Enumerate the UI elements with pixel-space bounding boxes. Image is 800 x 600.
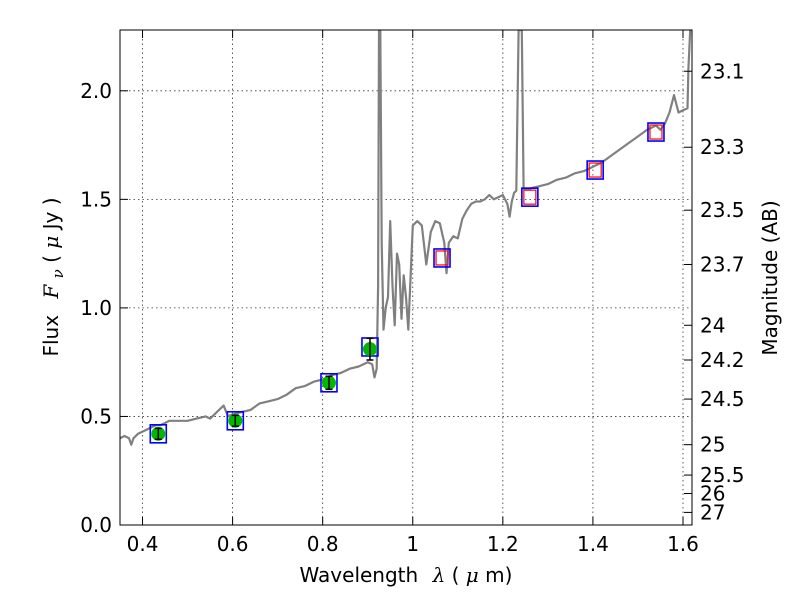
- x-axis-unit-open: (: [452, 563, 460, 587]
- y2-tick-label: 26: [700, 482, 725, 506]
- x-tick-label: 1.2: [487, 532, 519, 556]
- y-tick-label: 0.0: [80, 513, 112, 537]
- y-axis-flux-symbol: F: [39, 284, 63, 300]
- marker-layer: [149, 122, 665, 444]
- x-axis-title-text: Wavelength: [300, 563, 419, 587]
- plot-frame: [119, 29, 693, 526]
- model-flux-square: [586, 160, 604, 180]
- y-tick-label: 1.0: [80, 296, 112, 320]
- model-flux-square: [320, 372, 338, 393]
- x-tick-label: 0.8: [307, 532, 339, 556]
- y-axis-title: Flux F ν ( μ Jy ): [39, 197, 68, 356]
- model-only-square: [649, 124, 663, 140]
- y2-tick-label: 23.1: [700, 59, 745, 83]
- y-tick-label: 0.5: [80, 404, 112, 428]
- model-only-square: [523, 189, 537, 205]
- model-flux-square: [521, 187, 539, 207]
- y-axis-unit-close: Jy ): [39, 197, 63, 231]
- y-tick-label: 1.5: [80, 187, 112, 211]
- y2-tick-label: 24.2: [700, 348, 745, 372]
- grid-layer: [120, 30, 692, 526]
- y-tick-label: 2.0: [80, 79, 112, 103]
- y2-tick-label: 24: [700, 313, 725, 337]
- x-tick-label: 1.6: [667, 532, 699, 556]
- series-layer: [120, 30, 692, 446]
- y2-tick-label: 25.5: [700, 463, 745, 487]
- x-axis-title: Wavelength λ ( μ m): [300, 563, 513, 587]
- y-axis-flux-subscript: ν: [49, 269, 67, 278]
- y-axis-unit-open: (: [39, 249, 63, 263]
- y-axis-unit-mu: μ: [39, 236, 63, 249]
- y2-tick-label: 24.5: [700, 387, 745, 411]
- y2-axis-title: Magnitude (AB): [758, 200, 782, 355]
- y2-tick-label: 27: [700, 500, 725, 524]
- x-axis-lambda: λ: [432, 563, 446, 587]
- model-flux-square: [647, 122, 665, 142]
- x-axis-unit-close: m): [485, 563, 512, 587]
- y-axis-title-text: Flux: [39, 315, 63, 357]
- x-tick-label: 1: [406, 532, 419, 556]
- x-tick-label: 0.6: [217, 532, 249, 556]
- model-flux-square: [433, 248, 451, 268]
- y2-tick-label: 23.3: [700, 135, 745, 159]
- x-tick-label: 0.4: [127, 532, 159, 556]
- y2-tick-label: 23.7: [700, 252, 745, 276]
- model-only-square: [588, 162, 602, 178]
- x-tick-label: 1.4: [577, 532, 609, 556]
- x-axis-unit-mu: μ: [466, 563, 479, 587]
- y2-tick-label: 23.5: [700, 198, 745, 222]
- tick-layer: 0.4 0.6 0.8 1 1.2 1.4 1.6 0.0 0.5 1.0 1.5 2.0 23.1 23…: [80, 30, 745, 556]
- model-flux-square: [226, 410, 245, 431]
- y2-tick-label: 25: [700, 433, 725, 457]
- spectrum-line: [120, 30, 692, 446]
- model-only-square: [435, 250, 449, 266]
- model-flux-square: [149, 424, 168, 444]
